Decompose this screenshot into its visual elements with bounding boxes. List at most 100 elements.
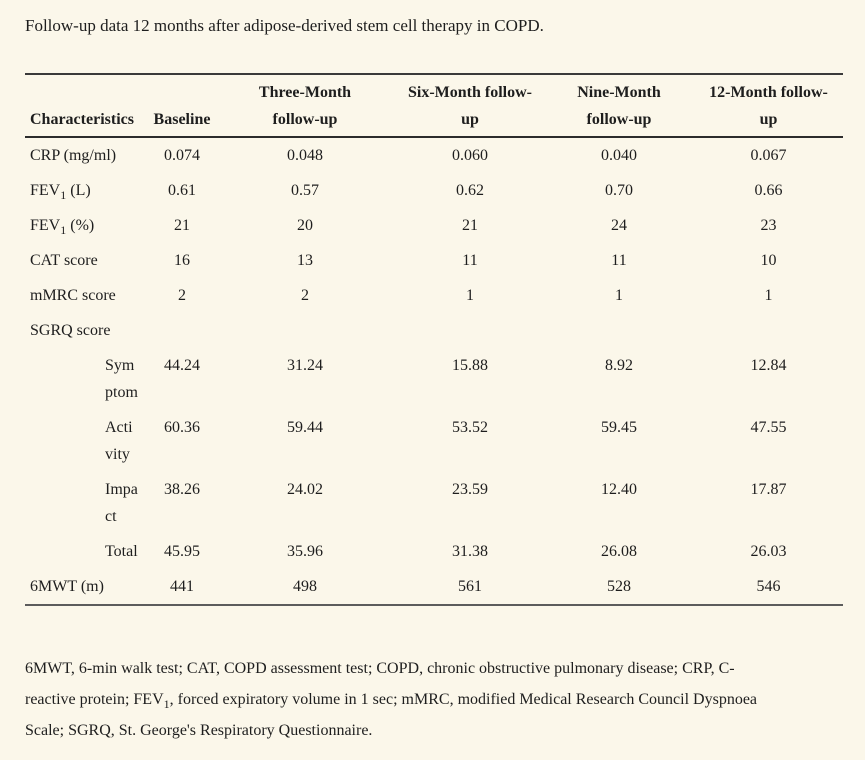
cell-value: 16 xyxy=(174,252,190,269)
cell-value: 0.074 xyxy=(164,147,200,164)
table-row-sgrq-header: SGRQ score xyxy=(25,313,843,348)
cell-value: 0.66 xyxy=(754,182,783,199)
table-row-crp: CRP (mg/ml) 0.074 0.048 0.060 0.040 0.06… xyxy=(25,137,843,173)
paper-page: Follow-up data 12 months after adipose-d… xyxy=(0,13,865,746)
table-row-fev1-l: FEV1 (L) 0.61 0.57 0.62 0.70 0.66 xyxy=(25,173,843,208)
table-row-fev1-pct: FEV1 (%) 21 20 21 24 23 xyxy=(25,208,843,243)
cell-value: 21 xyxy=(174,217,190,234)
cell-value: 0.060 xyxy=(452,147,488,164)
cell-value xyxy=(544,313,694,348)
cell-value: 38.26 xyxy=(164,481,200,498)
cell-value: 528 xyxy=(607,578,631,595)
cell-value: 45.95 xyxy=(164,543,200,560)
cell-value: 2 xyxy=(178,287,186,304)
cell-value: 60.36 xyxy=(164,419,200,436)
footnote-line: Scale; SGRQ, St. George's Respiratory Qu… xyxy=(25,722,373,739)
cell-value: 31.38 xyxy=(452,543,488,560)
cell-value: 20 xyxy=(297,217,313,234)
cell-value: 11 xyxy=(611,252,627,269)
table-row-sgrq-activity: Acti vity 60.36 59.44 53.52 59.45 47.55 xyxy=(25,410,843,472)
cell-value: 561 xyxy=(458,578,482,595)
row-label: Impa ct xyxy=(25,472,150,534)
cell-value: 1 xyxy=(615,287,623,304)
row-label: Acti vity xyxy=(25,410,150,472)
indented-label: Sym ptom xyxy=(105,357,138,401)
cell-value: 35.96 xyxy=(287,543,323,560)
column-header-six-month: Six-Month follow- up xyxy=(408,84,532,128)
footnote-line: reactive protein; FEV1, forced expirator… xyxy=(25,691,758,712)
cell-value: 1 xyxy=(764,287,773,304)
cell-value: 11 xyxy=(462,252,478,269)
cell-value: 26.03 xyxy=(750,543,787,560)
cell-value: 0.048 xyxy=(287,147,323,164)
cell-value: 26.08 xyxy=(601,543,637,560)
table-row-sgrq-total: Total 45.95 35.96 31.38 26.08 26.03 xyxy=(25,534,843,569)
table-footnote: 6MWT, 6-min walk test; CAT, COPD assessm… xyxy=(25,653,840,746)
cell-value: 31.24 xyxy=(287,357,323,374)
table-row-sgrq-impact: Impa ct 38.26 24.02 23.59 12.40 17.87 xyxy=(25,472,843,534)
cell-value: 17.87 xyxy=(750,481,787,498)
cell-value: 53.52 xyxy=(452,419,488,436)
table-row-6mwt: 6MWT (m) 441 498 561 528 546 xyxy=(25,569,843,605)
cell-value: 24.02 xyxy=(287,481,323,498)
cell-value: 23 xyxy=(760,217,777,234)
cell-value: 12.40 xyxy=(601,481,637,498)
indented-label: Acti vity xyxy=(105,419,133,463)
cell-value: 0.067 xyxy=(750,147,787,164)
cell-value xyxy=(396,313,544,348)
cell-value: 47.55 xyxy=(750,419,787,436)
cell-value: 23.59 xyxy=(452,481,488,498)
cell-value xyxy=(694,313,843,348)
cell-value: 546 xyxy=(756,578,781,595)
table-caption: Follow-up data 12 months after adipose-d… xyxy=(25,16,544,35)
cell-value: 59.44 xyxy=(287,419,323,436)
table-body: CRP (mg/ml) 0.074 0.048 0.060 0.040 0.06… xyxy=(25,137,843,605)
cell-value: 8.92 xyxy=(605,357,633,374)
column-header-baseline: Baseline xyxy=(153,111,211,128)
table-row-sgrq-symptom: Sym ptom 44.24 31.24 15.88 8.92 12.84 xyxy=(25,348,843,410)
cell-value: 2 xyxy=(301,287,309,304)
cell-value: 0.040 xyxy=(601,147,637,164)
cell-value: 0.61 xyxy=(168,182,196,199)
subscript: 1 xyxy=(163,697,170,712)
indented-label: Impa ct xyxy=(105,481,138,525)
cell-value: 15.88 xyxy=(452,357,488,374)
row-label: CAT score xyxy=(30,252,98,269)
cell-value: 0.70 xyxy=(605,182,633,199)
subscript: 1 xyxy=(60,188,67,203)
cell-value: 21 xyxy=(462,217,478,234)
column-header-characteristics: Characteristics xyxy=(30,111,134,128)
cell-value xyxy=(214,313,396,348)
cell-value: 1 xyxy=(466,287,474,304)
cell-value: 441 xyxy=(170,578,194,595)
cell-value: 10 xyxy=(760,252,777,269)
column-header-nine-month: Nine-Month follow-up xyxy=(577,84,661,128)
cell-value: 59.45 xyxy=(601,419,637,436)
row-label: 6MWT (m) xyxy=(30,578,104,595)
cell-value: 13 xyxy=(297,252,313,269)
row-label: Total xyxy=(25,534,150,569)
column-header-three-month: Three-Month follow-up xyxy=(258,84,352,128)
row-label: SGRQ score xyxy=(30,322,111,339)
table-row-mmrc: mMRC score 2 2 1 1 1 xyxy=(25,278,843,313)
row-label: mMRC score xyxy=(30,287,116,304)
cell-value xyxy=(150,313,214,348)
footnote-line: 6MWT, 6-min walk test; CAT, COPD assessm… xyxy=(25,660,735,677)
table-row-cat: CAT score 16 13 11 11 10 xyxy=(25,243,843,278)
cell-value: 44.24 xyxy=(164,357,200,374)
cell-value: 498 xyxy=(293,578,317,595)
row-label: Sym ptom xyxy=(25,348,150,410)
column-header-twelve-month: 12-Month follow- up xyxy=(709,84,828,128)
cell-value: 12.84 xyxy=(750,357,787,374)
cell-value: 24 xyxy=(611,217,627,234)
header-row: Characteristics Baseline Three-Month fol… xyxy=(25,74,843,137)
followup-data-table: Characteristics Baseline Three-Month fol… xyxy=(25,73,843,606)
row-label: CRP (mg/ml) xyxy=(30,147,117,164)
cell-value: 0.62 xyxy=(456,182,484,199)
table-header: Characteristics Baseline Three-Month fol… xyxy=(25,74,843,137)
cell-value: 0.57 xyxy=(291,182,319,199)
row-label: FEV1 (L) xyxy=(30,182,91,203)
row-label: FEV1 (%) xyxy=(30,217,95,238)
subscript: 1 xyxy=(60,223,67,238)
indented-label: Total xyxy=(105,543,138,560)
